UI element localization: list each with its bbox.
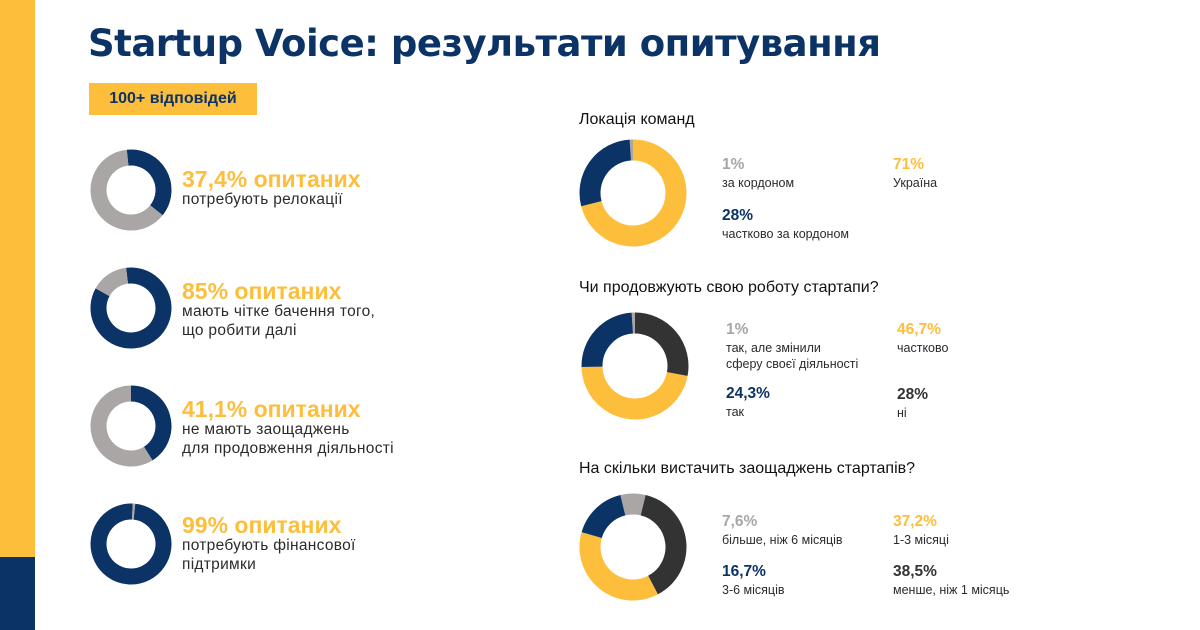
text-line: Україна [893, 176, 938, 190]
donut-slice [581, 366, 688, 420]
donut-slice [130, 385, 172, 461]
text-line: більше, ніж 6 місяців [722, 533, 843, 547]
question-donut-location [579, 139, 687, 247]
donut-slice [90, 149, 163, 231]
donut-slice [581, 139, 687, 247]
page-title: Startup Voice: результати опитування [88, 22, 881, 65]
stat-donut-support [90, 503, 172, 585]
donut-slice [640, 495, 687, 595]
donut-slice [90, 385, 153, 467]
responses-badge: 100+ відповідей [89, 83, 257, 115]
donut-slice [126, 149, 172, 216]
stat-title-support: 99% опитаних [182, 512, 342, 538]
left-accent-stripe-bottom [0, 557, 35, 630]
stat-desc-savings: не мають заощаджень для продовження діяль… [182, 420, 482, 458]
stat-desc-vision: мають чітке бачення того, що робити далі [182, 302, 482, 340]
question-donut-runway [579, 493, 687, 601]
legend-value: 16,7% [722, 563, 766, 580]
stat-desc-relocation: потребують релокації [182, 190, 482, 209]
stat-donut-relocation [90, 149, 172, 231]
text-line: для продовження діяльності [182, 440, 394, 457]
text-line: так, але змінили [726, 341, 821, 355]
text-line: за кордоном [722, 176, 795, 190]
legend-label: за кордоном [722, 175, 794, 191]
text-line: потребують релокації [182, 191, 343, 208]
text-line: ні [897, 406, 907, 420]
legend-value: 46,7% [897, 321, 941, 338]
legend-label: так [726, 404, 770, 420]
legend-item: 1% за кордоном [722, 155, 794, 191]
text-line: частково [897, 341, 949, 355]
legend-value: 28% [897, 386, 929, 403]
text-line: потребують фінансової [182, 537, 356, 554]
text-line: так [726, 405, 745, 419]
stat-desc-support: потребують фінансової підтримки [182, 536, 482, 574]
legend-value: 1% [722, 156, 745, 173]
donut-slice [90, 267, 172, 349]
legend-item: 37,2% 1-3 місяці [893, 512, 949, 548]
legend-value: 28% [722, 207, 754, 224]
donut-slice [90, 503, 172, 585]
question-title-location: Локація команд [579, 111, 695, 128]
legend-item: 71% Україна [893, 155, 937, 191]
legend-label: більше, ніж 6 місяців [722, 532, 843, 548]
legend-item: 28% частково за кордоном [722, 206, 849, 242]
legend-value: 37,2% [893, 513, 937, 530]
text-line: що робити далі [182, 322, 297, 339]
text-line: частково за кордоном [722, 227, 850, 241]
text-line: 3-6 місяців [722, 583, 785, 597]
stat-title-vision: 85% опитаних [182, 278, 342, 304]
text-line: сферу своєї діяльності [726, 357, 859, 371]
donut-slice [634, 312, 689, 377]
legend-value: 24,3% [726, 385, 770, 402]
legend-item: 28% ні [897, 385, 928, 421]
donut-slice [581, 312, 634, 368]
legend-item: 7,6% більше, ніж 6 місяців [722, 512, 843, 548]
legend-label: частково за кордоном [722, 226, 849, 242]
text-line: менше, ніж 1 місяць [893, 583, 1010, 597]
stat-title-relocation: 37,4% опитаних [182, 166, 361, 192]
legend-label: так, але змінили сферу своєї діяльності [726, 340, 858, 372]
legend-value: 38,5% [893, 563, 937, 580]
question-donut-continuing [581, 312, 689, 420]
legend-label: 3-6 місяців [722, 582, 785, 598]
legend-item: 38,5% менше, ніж 1 місяць [893, 562, 1009, 598]
legend-label: частково [897, 340, 948, 356]
donut-slice [581, 495, 626, 539]
donut-slice [95, 267, 129, 297]
legend-item: 46,7% частково [897, 320, 948, 356]
question-title-continuing: Чи продовжують свою роботу стартапи? [579, 279, 879, 296]
left-accent-stripe [0, 0, 35, 557]
legend-label: 1-3 місяці [893, 532, 949, 548]
question-title-runway: На скільки вистачить заощаджень стартапі… [579, 460, 916, 477]
legend-label: Україна [893, 175, 937, 191]
stat-title-savings: 41,1% опитаних [182, 396, 361, 422]
text-line: 1-3 місяці [893, 533, 949, 547]
stat-donut-vision [90, 267, 172, 349]
donut-slice [620, 493, 646, 516]
legend-label: менше, ніж 1 місяць [893, 582, 1009, 598]
donut-slice [579, 139, 632, 207]
stat-donut-savings [90, 385, 172, 467]
legend-item: 1% так, але змінили сферу своєї діяльності [726, 320, 858, 372]
legend-item: 16,7% 3-6 місяців [722, 562, 785, 598]
legend-label: ні [897, 405, 928, 421]
legend-value: 71% [893, 156, 925, 173]
text-line: не мають заощаджень [182, 421, 350, 438]
text-line: підтримки [182, 556, 257, 573]
legend-value: 7,6% [722, 513, 758, 530]
donut-slice [579, 532, 658, 601]
legend-item: 24,3% так [726, 384, 770, 420]
legend-value: 1% [726, 321, 749, 338]
text-line: мають чітке бачення того, [182, 303, 376, 320]
